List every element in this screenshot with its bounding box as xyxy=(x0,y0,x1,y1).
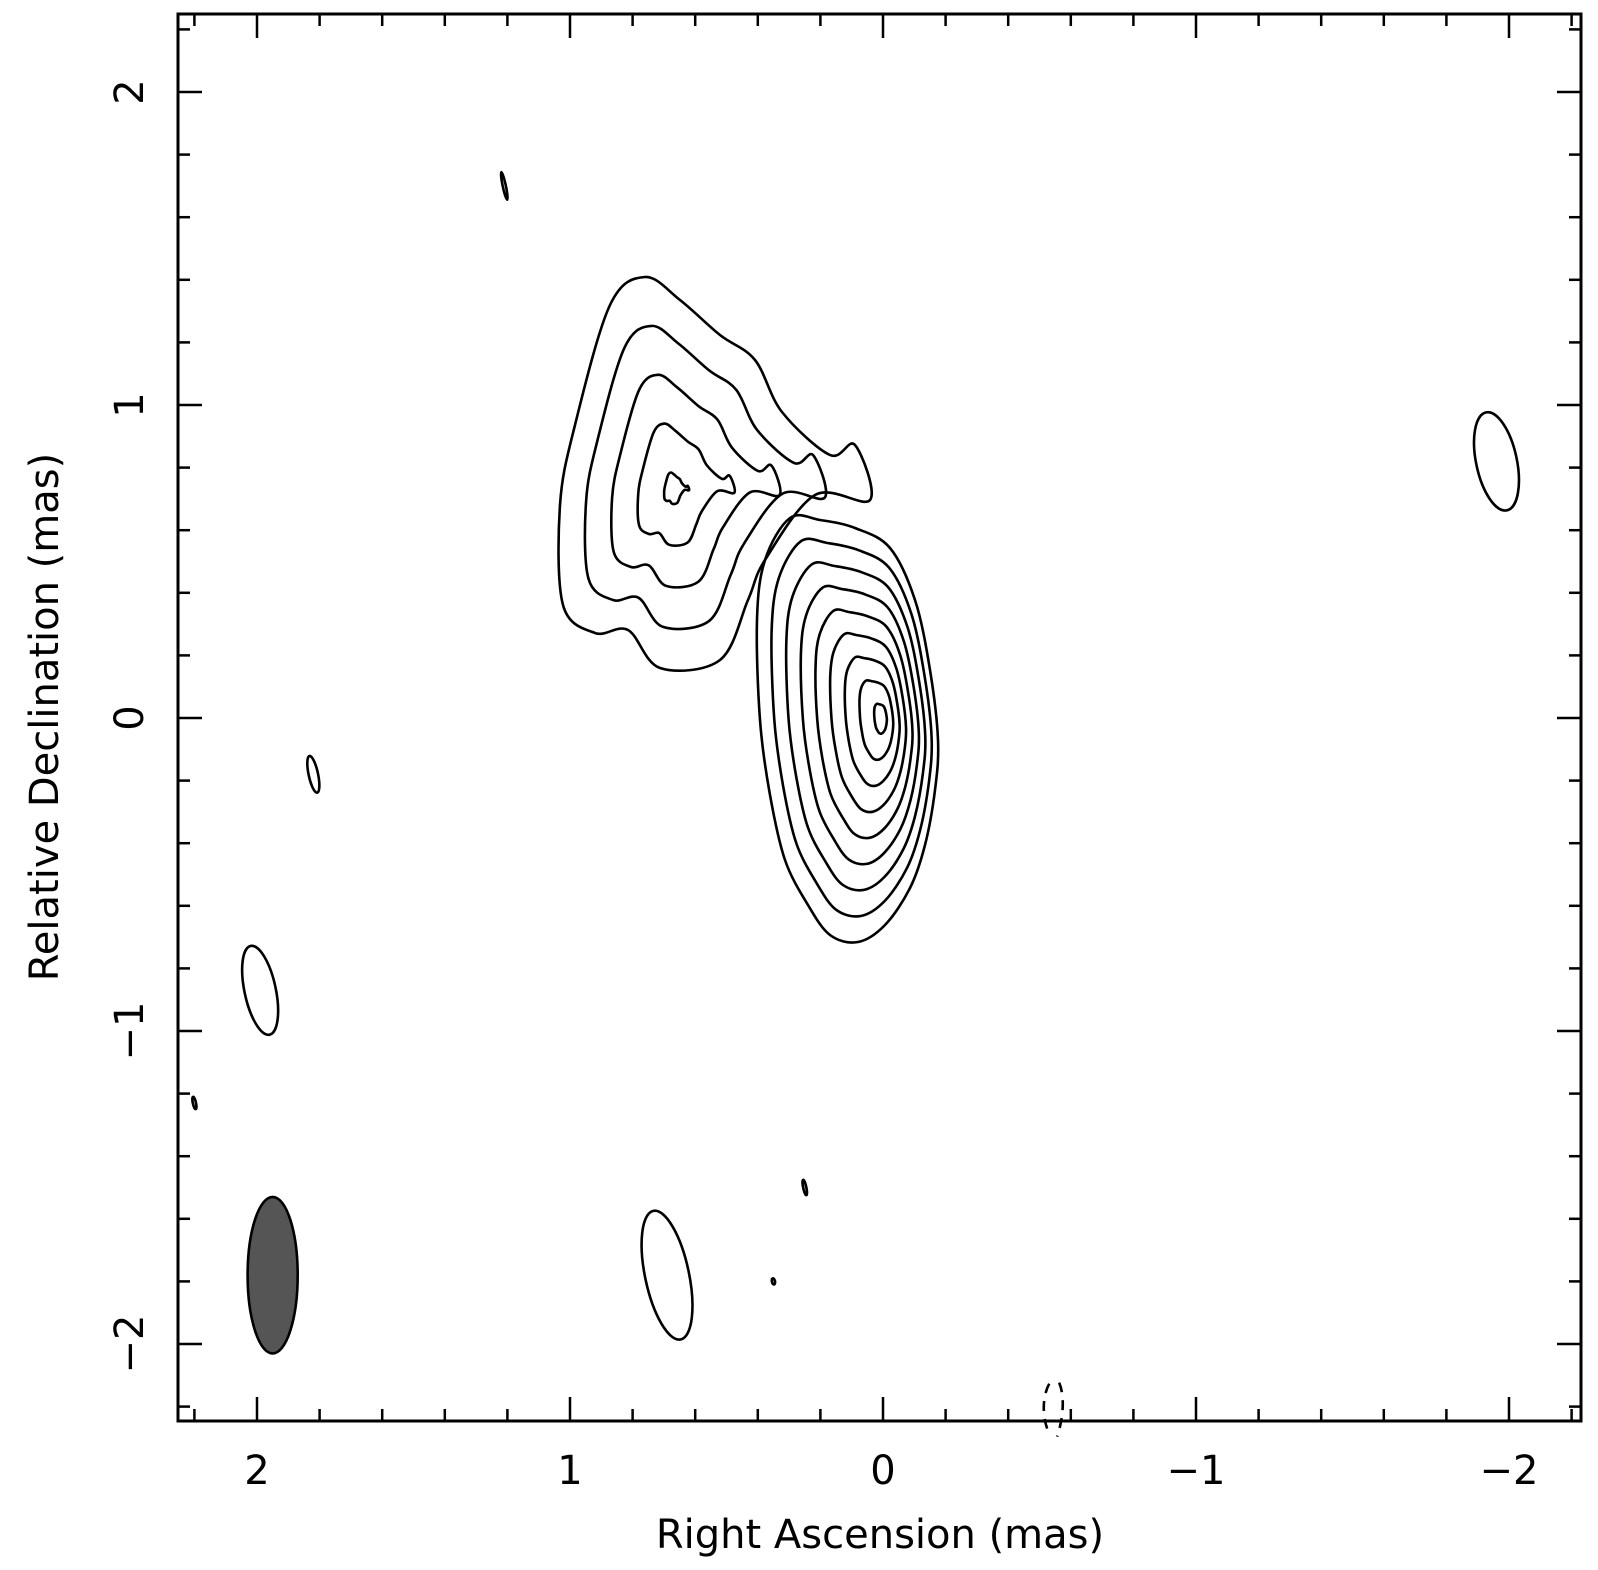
jet-contour-level xyxy=(583,324,828,631)
beam-layer xyxy=(246,1195,299,1355)
isolated-contour xyxy=(1472,410,1521,512)
isolated-contour xyxy=(770,1277,777,1286)
core-contour-level xyxy=(843,655,901,788)
core-contour-level xyxy=(814,608,914,840)
contour-lines xyxy=(191,170,1521,1438)
core-contour-level xyxy=(784,561,927,892)
y-axis-title: Relative Declination (mas) xyxy=(22,453,68,981)
isolated-contour xyxy=(191,1095,198,1111)
core-contour-level xyxy=(858,678,895,762)
core-contour-level xyxy=(770,537,934,918)
jet-contour-level xyxy=(557,275,873,672)
y-tick-label: −2 xyxy=(107,1315,153,1374)
isolated-contour xyxy=(499,170,509,201)
isolated-contour xyxy=(640,1209,694,1341)
y-tick-label: −1 xyxy=(107,1002,153,1061)
y-tick-label: 2 xyxy=(107,79,153,104)
jet-contour-level xyxy=(662,471,691,506)
isolated-contour xyxy=(801,1178,809,1197)
isolated-contour xyxy=(306,754,321,795)
x-axis-title: Right Ascension (mas) xyxy=(656,1512,1104,1558)
axis-ticks xyxy=(178,14,1581,1421)
plot-frame xyxy=(176,12,1583,1423)
y-tick-label: 0 xyxy=(107,705,153,730)
core-contour-level xyxy=(799,584,921,866)
jet-contour-level xyxy=(610,373,782,589)
core-contour-level xyxy=(872,702,889,736)
beam-ellipse xyxy=(246,1195,299,1355)
x-tick-label: −2 xyxy=(1480,1448,1539,1494)
x-tick-label: 2 xyxy=(244,1448,269,1494)
isolated-contour xyxy=(240,944,280,1037)
x-tick-label: −1 xyxy=(1167,1448,1226,1494)
x-tick-label: 0 xyxy=(870,1448,895,1494)
core-contour-level xyxy=(755,513,940,944)
axis-tick-labels: 2 1 0 −1 −2 2 1 0 −1 −2 xyxy=(107,79,1538,1494)
core-contour-level xyxy=(828,631,908,814)
y-tick-label: 1 xyxy=(107,392,153,417)
negative-contour xyxy=(1042,1377,1065,1438)
jet-contour-level xyxy=(636,422,737,547)
x-tick-label: 1 xyxy=(557,1448,582,1494)
